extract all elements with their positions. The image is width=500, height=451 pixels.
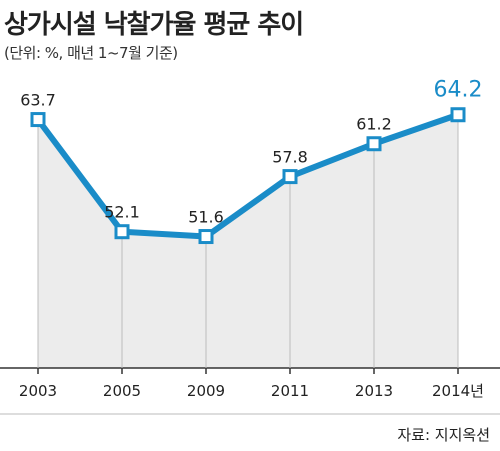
data-label: 52.1 [104, 203, 140, 222]
x-tick-label: 2003 [19, 382, 57, 400]
x-tick-label: 2014년 [432, 382, 484, 400]
data-point-marker [282, 169, 298, 185]
data-point-marker [30, 112, 46, 128]
data-label: 61.2 [356, 115, 392, 134]
source-note: 자료: 지지옥션 [397, 426, 490, 444]
area-fill [38, 114, 458, 368]
data-label: 51.6 [188, 208, 224, 227]
series-line [35, 111, 461, 240]
x-tick-label: 2011 [271, 382, 309, 400]
data-point-marker [198, 229, 214, 245]
chart-unit-note: (단위: %, 매년 1~7월 기준) [4, 44, 178, 62]
data-label: 63.7 [20, 91, 56, 110]
x-tick-label: 2005 [103, 382, 141, 400]
data-label: 64.2 [434, 78, 483, 103]
chart-title: 상가시설 낙찰가율 평균 추이 [4, 10, 304, 40]
data-label: 57.8 [272, 148, 308, 167]
x-tick-label: 2013 [355, 382, 393, 400]
data-point-marker [366, 136, 382, 152]
x-tick-label: 2009 [187, 382, 225, 400]
data-point-marker [114, 224, 130, 240]
data-point-marker [450, 107, 466, 123]
